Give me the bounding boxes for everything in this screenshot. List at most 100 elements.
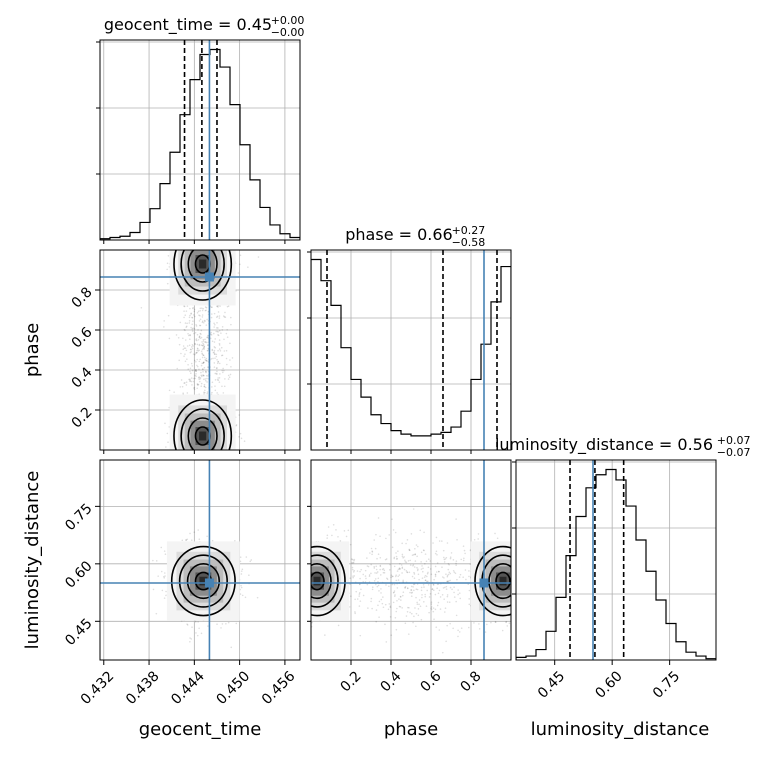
hist-panel-luminosity_distance [512, 460, 716, 660]
sample-point [184, 247, 186, 249]
sample-point [303, 565, 305, 567]
sample-point [305, 586, 307, 588]
sample-point [202, 463, 204, 465]
sample-point [200, 382, 203, 385]
sample-point [203, 346, 205, 348]
sample-point [189, 454, 191, 456]
sample-point [183, 473, 185, 475]
sample-point [187, 334, 190, 337]
sample-point [195, 464, 197, 466]
sample-point [189, 248, 191, 250]
sample-point [306, 612, 308, 614]
sample-point [301, 565, 303, 567]
sample-point [216, 330, 219, 333]
sample-point [204, 379, 207, 382]
sample-point [303, 550, 305, 552]
sample-point [188, 212, 190, 214]
sample-point [201, 242, 203, 244]
sample-point [171, 241, 173, 243]
sample-point [208, 246, 210, 248]
sample-point [166, 262, 169, 265]
sample-point [306, 598, 308, 600]
sample-point [199, 314, 201, 317]
sample-point [223, 243, 225, 245]
sample-point [245, 556, 248, 558]
sample-point [235, 622, 238, 625]
sample-point [197, 244, 199, 246]
sample-point [306, 593, 308, 595]
sample-point [163, 572, 166, 574]
sample-point [305, 574, 307, 576]
sample-point [304, 585, 306, 587]
sample-point [193, 332, 195, 335]
sample-point [183, 347, 186, 350]
sample-point [303, 554, 305, 556]
sample-point [304, 588, 306, 590]
sample-point [193, 377, 195, 380]
sample-point [306, 585, 308, 587]
sample-point [349, 583, 351, 585]
sample-point [304, 576, 306, 578]
sample-point [217, 334, 220, 337]
sample-point [309, 578, 311, 580]
sample-point [190, 231, 192, 233]
sample-point [218, 477, 220, 479]
sample-point [221, 623, 224, 625]
sample-point [214, 466, 216, 468]
sample-point [303, 569, 305, 571]
sample-point [215, 241, 217, 243]
sample-point [219, 373, 221, 375]
sample-point [199, 307, 202, 310]
sample-point [196, 382, 199, 385]
sample-point [180, 235, 182, 237]
sample-point [177, 336, 180, 339]
sample-point [227, 374, 230, 377]
sample-point [218, 348, 221, 350]
sample-point [206, 231, 208, 233]
sample-point [224, 454, 226, 456]
sample-point [308, 556, 310, 558]
sample-point [206, 456, 208, 458]
sample-point [175, 456, 177, 458]
sample-point [237, 272, 240, 274]
sample-point [215, 330, 217, 333]
sample-point [172, 241, 174, 243]
sample-point [296, 565, 298, 567]
sample-point [220, 241, 222, 243]
sample-point [309, 588, 311, 590]
sample-point [239, 556, 242, 558]
sample-point [179, 476, 181, 478]
sample-point [247, 266, 249, 268]
sample-point [287, 608, 289, 610]
sample-point [239, 432, 242, 435]
sample-point [240, 570, 243, 572]
sample-point [309, 590, 311, 592]
sample-point [191, 237, 193, 239]
sample-point [201, 362, 203, 365]
sample-point [303, 594, 305, 596]
sample-point [201, 368, 204, 370]
sample-point [168, 426, 171, 428]
sample-point [207, 344, 209, 347]
sample-point [203, 348, 205, 350]
sample-point [306, 598, 308, 600]
sample-point [195, 453, 197, 455]
sample-point [308, 575, 310, 577]
sample-point [194, 353, 196, 356]
sample-point [183, 305, 185, 307]
sample-point [193, 310, 196, 313]
sample-point [292, 579, 294, 581]
sample-point [201, 341, 203, 343]
sample-point [213, 341, 216, 343]
sample-point [216, 315, 219, 318]
sample-point [198, 360, 201, 363]
sample-point [210, 474, 212, 476]
sample-point [217, 327, 219, 329]
sample-point [166, 268, 168, 271]
sample-point [225, 357, 228, 360]
sample-point [203, 383, 206, 386]
sample-point [235, 424, 238, 426]
sample-point [196, 351, 198, 354]
sample-point [349, 577, 352, 579]
sample-point [301, 573, 303, 575]
